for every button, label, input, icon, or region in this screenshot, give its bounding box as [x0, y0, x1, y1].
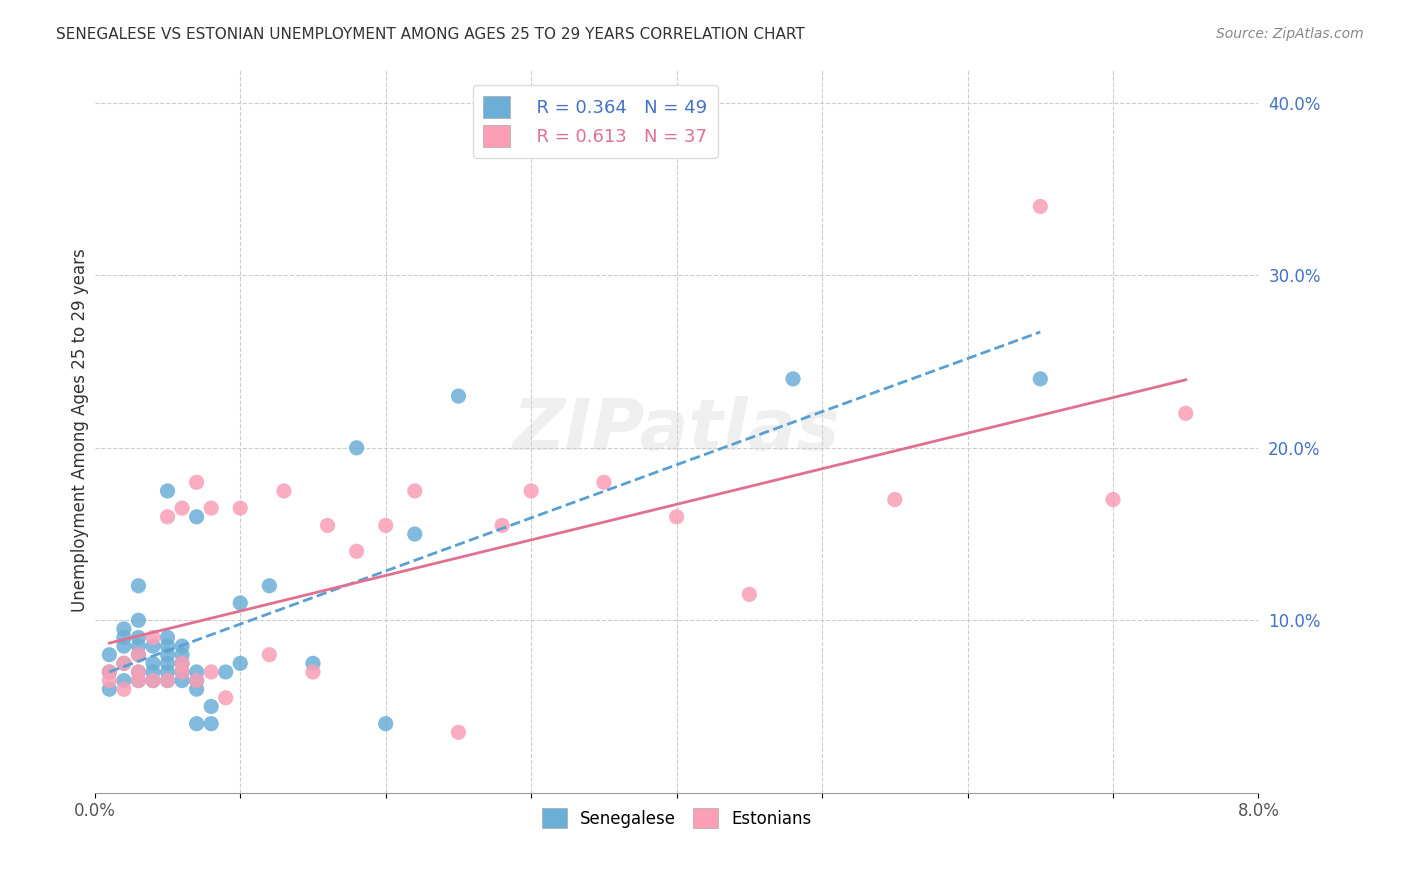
Point	[170, 665, 193, 679]
Point	[98, 682, 121, 697]
Text: SENEGALESE VS ESTONIAN UNEMPLOYMENT AMONG AGES 25 TO 29 YEARS CORRELATION CHART: SENEGALESE VS ESTONIAN UNEMPLOYMENT AMON…	[56, 27, 806, 42]
Point	[156, 673, 179, 688]
Point	[404, 527, 426, 541]
Point	[186, 509, 208, 524]
Point	[142, 673, 165, 688]
Point	[215, 665, 238, 679]
Point	[142, 639, 165, 653]
Point	[520, 483, 543, 498]
Point	[170, 501, 193, 516]
Point	[127, 639, 149, 653]
Point	[156, 657, 179, 671]
Point	[186, 682, 208, 697]
Point	[98, 648, 121, 662]
Point	[186, 475, 208, 490]
Point	[170, 665, 193, 679]
Point	[112, 657, 135, 671]
Point	[1174, 406, 1197, 420]
Point	[127, 665, 149, 679]
Point	[156, 509, 179, 524]
Point	[127, 673, 149, 688]
Point	[112, 622, 135, 636]
Point	[1102, 492, 1125, 507]
Point	[170, 673, 193, 688]
Point	[447, 389, 470, 403]
Y-axis label: Unemployment Among Ages 25 to 29 years: Unemployment Among Ages 25 to 29 years	[72, 249, 89, 613]
Point	[170, 648, 193, 662]
Point	[142, 673, 165, 688]
Point	[186, 673, 208, 688]
Point	[127, 673, 149, 688]
Point	[593, 475, 616, 490]
Point	[259, 579, 281, 593]
Point	[112, 631, 135, 645]
Point	[186, 716, 208, 731]
Point	[98, 665, 121, 679]
Point	[200, 501, 222, 516]
Point	[302, 665, 325, 679]
Point	[127, 665, 149, 679]
Point	[142, 665, 165, 679]
Point	[186, 665, 208, 679]
Point	[200, 665, 222, 679]
Point	[346, 441, 368, 455]
Point	[229, 501, 252, 516]
Point	[1029, 199, 1052, 213]
Legend: Senegalese, Estonians: Senegalese, Estonians	[536, 801, 818, 835]
Point	[156, 483, 179, 498]
Point	[186, 673, 208, 688]
Point	[112, 682, 135, 697]
Point	[170, 657, 193, 671]
Point	[127, 579, 149, 593]
Point	[374, 518, 396, 533]
Point	[316, 518, 339, 533]
Point	[346, 544, 368, 558]
Point	[782, 372, 804, 386]
Point	[127, 648, 149, 662]
Point	[170, 639, 193, 653]
Point	[491, 518, 513, 533]
Point	[200, 699, 222, 714]
Point	[127, 631, 149, 645]
Point	[229, 657, 252, 671]
Point	[738, 587, 761, 601]
Point	[883, 492, 905, 507]
Point	[156, 665, 179, 679]
Point	[112, 673, 135, 688]
Text: ZIPatlas: ZIPatlas	[513, 396, 841, 465]
Point	[374, 716, 396, 731]
Point	[156, 631, 179, 645]
Point	[200, 716, 222, 731]
Point	[112, 639, 135, 653]
Text: Source: ZipAtlas.com: Source: ZipAtlas.com	[1216, 27, 1364, 41]
Point	[229, 596, 252, 610]
Point	[156, 639, 179, 653]
Point	[127, 613, 149, 627]
Point	[112, 657, 135, 671]
Point	[447, 725, 470, 739]
Point	[142, 657, 165, 671]
Point	[127, 648, 149, 662]
Point	[156, 673, 179, 688]
Point	[404, 483, 426, 498]
Point	[98, 665, 121, 679]
Point	[170, 657, 193, 671]
Point	[98, 673, 121, 688]
Point	[302, 657, 325, 671]
Point	[142, 631, 165, 645]
Point	[259, 648, 281, 662]
Point	[215, 690, 238, 705]
Point	[156, 648, 179, 662]
Point	[665, 509, 688, 524]
Point	[273, 483, 295, 498]
Point	[1029, 372, 1052, 386]
